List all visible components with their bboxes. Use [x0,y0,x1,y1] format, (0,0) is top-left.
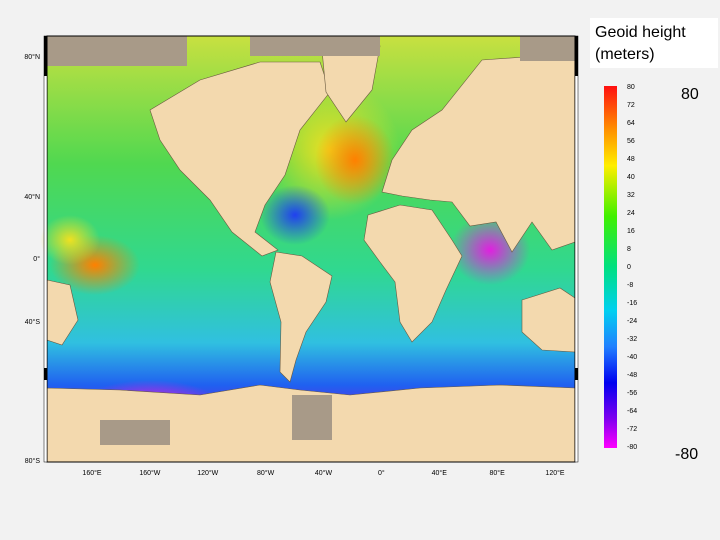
colorbar-tick-label: 8 [627,246,631,253]
no-data-area [100,420,170,445]
colorbar-tick-label: -8 [627,282,633,289]
title: Geoid height [595,24,686,41]
latitude-label: 0° [33,255,40,263]
latitude-label: 40°N [24,193,40,201]
longitude-labels: 160°E 160°W 120°W 80°W 40°W 0° 40°E 80°E 120°E [82,469,564,477]
eurasia [381,54,576,253]
colorbar-tick-label: -56 [627,390,637,397]
no-data-area [292,395,332,440]
frame-bar [575,368,578,380]
frame-bar [44,36,47,76]
latitude-label: 40°S [25,318,41,326]
map [40,35,579,463]
colorbar-labels: 80726456484032241680-8-16-24-32-40-48-56… [627,84,637,451]
colorbar-max: 80 [681,86,699,103]
colorbar-min: -80 [675,446,698,463]
colorbar-tick-label: -80 [627,444,637,451]
no-data-area [47,36,187,66]
no-data-area [520,36,575,61]
longitude-label: 160°W [139,469,160,477]
longitude-label: 40°W [315,469,333,477]
south-america [269,251,333,383]
colorbar-tick-label: 40 [627,174,635,181]
latitude-labels: 80°N 40°N 0° 40°S 80°S [24,53,40,465]
longitude-label: 0° [378,469,385,477]
title-box [590,18,718,68]
colorbar-tick-label: 72 [627,102,635,109]
land [46,45,576,463]
colorbar-tick-label: -72 [627,426,637,433]
latitude-label: 80°N [24,53,40,61]
colorbar-tick-label: 24 [627,210,635,217]
frame-bar [574,35,579,463]
north-america [149,61,331,257]
ocean-anomaly [40,215,100,265]
longitude-label: 40°E [432,469,448,477]
longitude-label: 80°W [257,469,275,477]
no-data [47,36,575,445]
colorbar-tick-label: -24 [627,318,637,325]
frame-bar [575,36,578,76]
latitude-label: 80°S [25,457,41,465]
colorbar-tick-label: -32 [627,336,637,343]
colorbar-tick-label: 64 [627,120,635,127]
longitude-label: 120°E [545,469,564,477]
frame-bar [44,368,47,380]
longitude-label: 120°W [197,469,218,477]
longitude-label: 80°E [489,469,505,477]
longitude-label: 160°E [82,469,101,477]
colorbar-tick-label: -16 [627,300,637,307]
colorbar [604,86,617,448]
colorbar-tick-label: 48 [627,156,635,163]
colorbar-tick-label: -64 [627,408,637,415]
title: (meters) [595,46,655,63]
colorbar-tick-label: 16 [627,228,635,235]
no-data-area [250,36,380,56]
ocean-anomaly [315,115,395,205]
frame-bar [43,35,48,463]
colorbar-tick-label: 0 [627,264,631,271]
colorbar-tick-label: 80 [627,84,635,91]
colorbar-tick-label: 56 [627,138,635,145]
africa [363,204,463,343]
colorbar-tick-label: -40 [627,354,637,361]
ocean-anomaly [260,185,330,245]
colorbar-tick-label: 32 [627,192,635,199]
colorbar-tick-label: -48 [627,372,637,379]
